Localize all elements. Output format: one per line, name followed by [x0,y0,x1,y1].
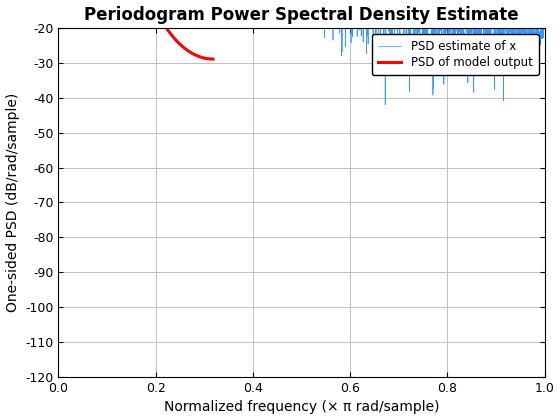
PSD estimate of x [389,40,395,45]
Line: PSD of model output: PSD of model output [58,0,213,59]
PSD of model output [209,57,216,62]
PSD of model output [201,55,208,60]
PSD of model output [161,22,168,27]
PSD estimate of x [541,13,548,18]
PSD estimate of x [514,26,521,31]
X-axis label: Normalized frequency (× π rad/sample): Normalized frequency (× π rad/sample) [164,400,439,415]
Legend: PSD estimate of x, PSD of model output: PSD estimate of x, PSD of model output [372,34,539,75]
Title: Periodogram Power Spectral Density Estimate: Periodogram Power Spectral Density Estim… [84,5,519,24]
Y-axis label: One-sided PSD (dB/rad/sample): One-sided PSD (dB/rad/sample) [6,93,20,312]
PSD estimate of x [382,102,389,107]
Line: PSD estimate of x: PSD estimate of x [58,0,544,105]
